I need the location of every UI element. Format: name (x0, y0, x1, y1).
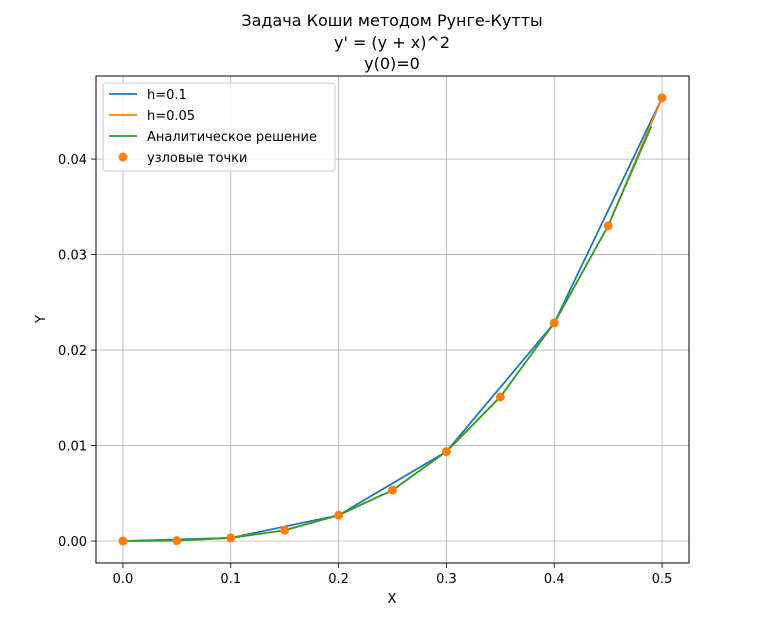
chart-title-line-1: Задача Коши методом Рунге-Кутты (241, 11, 542, 30)
node-point (388, 485, 397, 495)
y-axis-label: Y (34, 315, 49, 324)
node-point (441, 447, 451, 457)
legend-label-h01: h=0.1 (147, 88, 187, 103)
legend: h=0.1 h=0.05 Аналитическое решение узлов… (102, 82, 336, 172)
node-point (226, 533, 236, 543)
x-tick-label: 0.0 (113, 572, 134, 587)
x-tick-label: 0.2 (328, 572, 349, 587)
x-tick-label: 0.4 (544, 572, 565, 587)
axes-frame (95, 75, 690, 564)
grid (96, 76, 689, 563)
x-axis-label: X (388, 592, 397, 607)
x-tick-label: 0.3 (436, 572, 457, 587)
node-point (495, 392, 505, 402)
y-tick-label: 0.01 (58, 440, 87, 455)
plot-area (118, 93, 667, 546)
ticks: 0.0 0.1 0.2 0.3 0.4 0.5 0.00 0.01 0.02 0.03 0.04 (58, 153, 672, 587)
y-tick-label: 0.00 (58, 535, 87, 550)
y-tick-label: 0.02 (58, 344, 87, 359)
node-point (334, 510, 344, 520)
legend-label-analytic: Аналитическое решение (147, 130, 317, 145)
node-point (172, 536, 182, 546)
chart-title-line-3: y(0)=0 (364, 54, 420, 73)
legend-label-h005: h=0.05 (147, 109, 195, 124)
x-tick-label: 0.1 (220, 572, 241, 587)
node-point (657, 93, 667, 103)
y-tick-label: 0.04 (58, 153, 87, 168)
legend-swatch-nodes (118, 152, 128, 162)
legend-box (102, 82, 336, 172)
legend-label-nodes: узловые точки (147, 151, 247, 166)
node-point (603, 221, 613, 231)
node-point (280, 525, 290, 535)
node-point (549, 318, 559, 328)
node-point (118, 536, 128, 546)
chart-title-line-2: y' = (y + x)^2 (334, 33, 450, 52)
x-tick-label: 0.5 (652, 572, 673, 587)
y-tick-label: 0.03 (58, 249, 87, 264)
